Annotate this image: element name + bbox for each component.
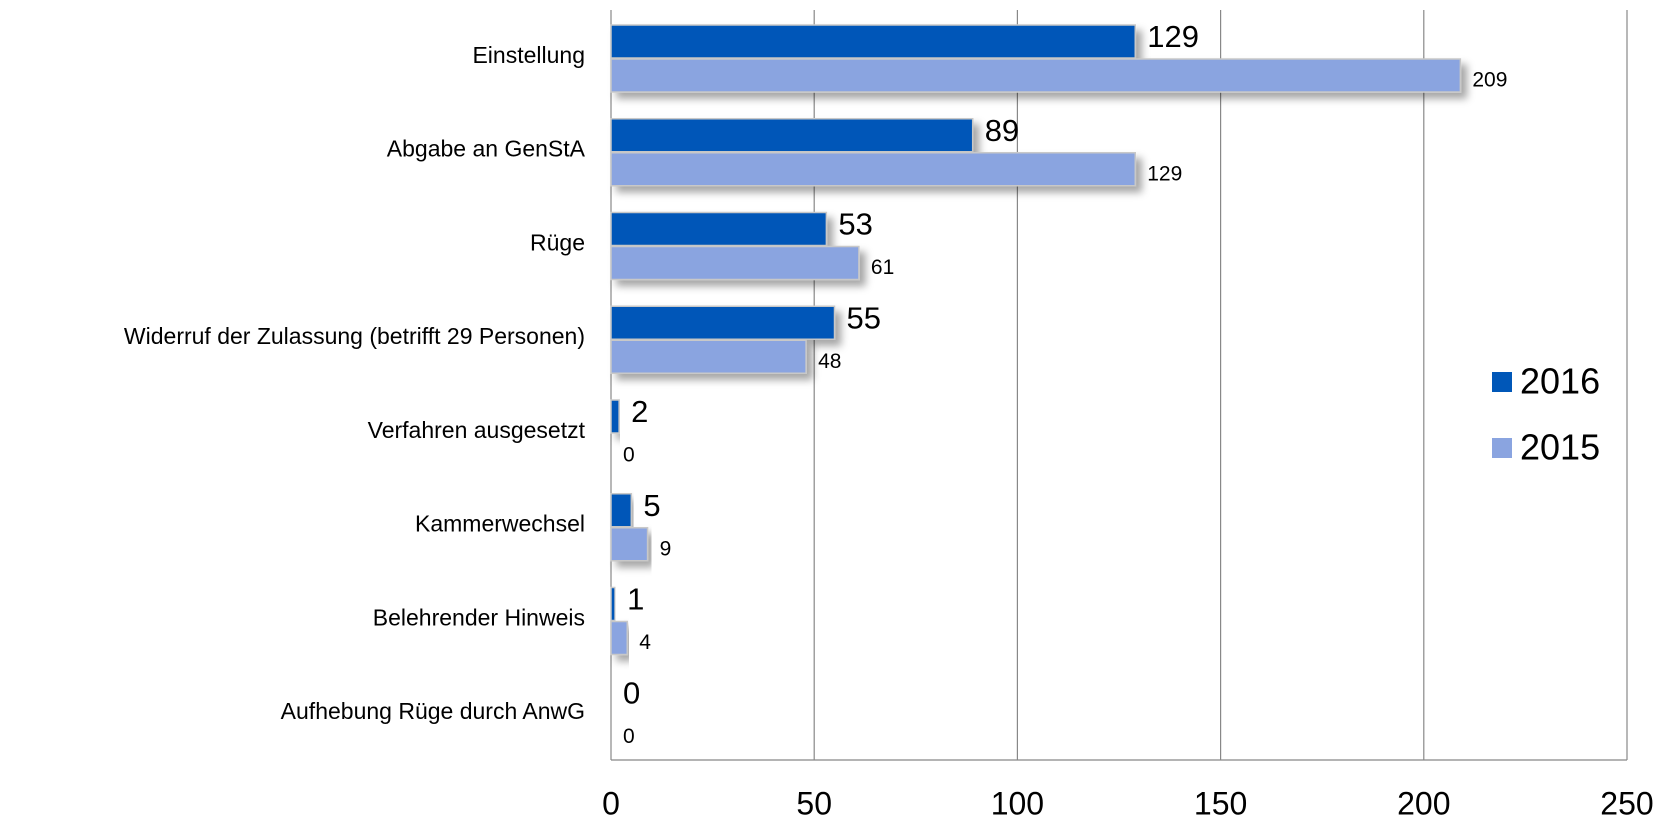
category-label: Aufhebung Rüge durch AnwG bbox=[281, 698, 585, 724]
category-label: Kammerwechsel bbox=[415, 511, 585, 537]
data-label: 1 bbox=[627, 582, 644, 617]
category-label: Rüge bbox=[530, 229, 585, 255]
data-label: 129 bbox=[1147, 162, 1182, 185]
data-label: 9 bbox=[660, 537, 672, 560]
x-tick-label: 50 bbox=[796, 785, 832, 821]
bar bbox=[610, 152, 1137, 187]
data-label: 129 bbox=[1147, 19, 1199, 54]
bar bbox=[610, 24, 1137, 59]
category-label: Verfahren ausgesetzt bbox=[368, 417, 586, 443]
bar bbox=[610, 118, 974, 153]
bar bbox=[610, 527, 649, 562]
bar bbox=[610, 620, 629, 656]
category-label: Einstellung bbox=[472, 42, 585, 68]
data-label: 209 bbox=[1472, 69, 1507, 92]
category-label: Widerruf der Zulassung (betrifft 29 Pers… bbox=[124, 323, 585, 349]
x-tick-label: 150 bbox=[1194, 785, 1247, 821]
data-label: 0 bbox=[623, 725, 635, 748]
bar bbox=[610, 493, 633, 528]
bar bbox=[610, 58, 1462, 93]
x-tick-label: 200 bbox=[1397, 785, 1450, 821]
bar bbox=[610, 211, 828, 247]
data-label: 0 bbox=[623, 675, 640, 710]
bar bbox=[610, 399, 620, 434]
bar bbox=[610, 305, 836, 340]
data-label: 89 bbox=[985, 113, 1019, 148]
data-label: 0 bbox=[623, 444, 635, 467]
category-label: Belehrender Hinweis bbox=[373, 604, 585, 630]
data-label: 48 bbox=[818, 350, 841, 373]
legend-swatch bbox=[1492, 438, 1512, 458]
legend-label: 2015 bbox=[1520, 427, 1600, 468]
bar bbox=[610, 245, 860, 281]
x-tick-label: 0 bbox=[602, 785, 620, 821]
data-label: 4 bbox=[639, 631, 651, 654]
legend-swatch bbox=[1492, 372, 1512, 392]
data-label: 61 bbox=[871, 256, 894, 279]
data-label: 5 bbox=[643, 488, 660, 523]
x-tick-label: 250 bbox=[1600, 785, 1653, 821]
data-label: 55 bbox=[847, 300, 881, 335]
bar bbox=[610, 586, 616, 622]
category-label: Abgabe an GenStA bbox=[387, 136, 586, 162]
data-label: 53 bbox=[838, 207, 872, 242]
x-tick-label: 100 bbox=[991, 785, 1044, 821]
legend-label: 2016 bbox=[1520, 361, 1600, 402]
data-label: 2 bbox=[631, 394, 648, 429]
bar bbox=[610, 339, 807, 374]
